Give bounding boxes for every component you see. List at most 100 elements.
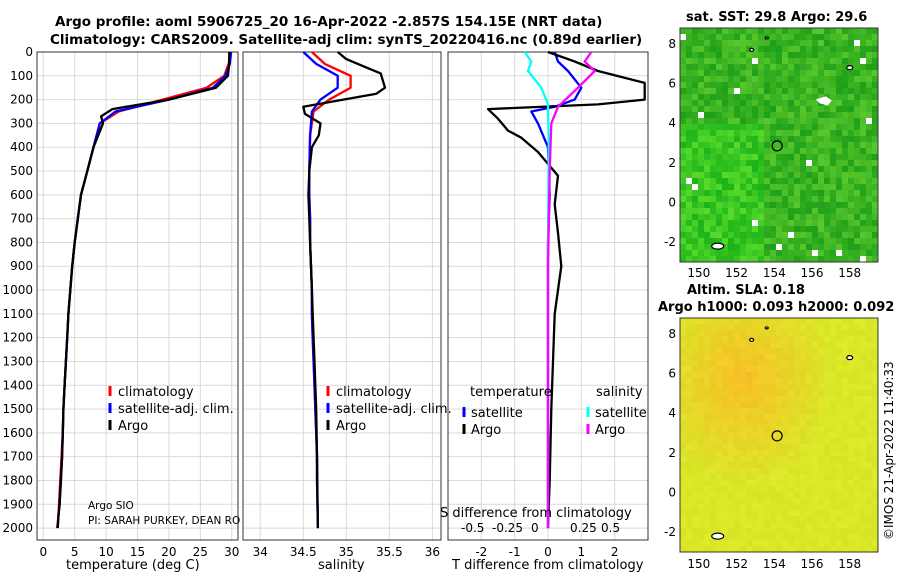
sst-map-lat-tick-label: 2 [668, 156, 676, 170]
depth-tick-label: 1100 [2, 307, 33, 321]
sla-map-lat-tick-label: 2 [668, 446, 676, 460]
salinity-tick-label: 36 [425, 545, 440, 559]
salinity-tick-label: 34 [253, 545, 268, 559]
salinity-tick-label: 35.5 [376, 545, 403, 559]
salinity-legend-label: climatology [336, 385, 412, 400]
sla-map-lat-tick-label: 8 [668, 327, 676, 341]
sst-map-lat-tick-label: 0 [668, 196, 676, 210]
depth-tick-label: 1700 [2, 450, 33, 464]
sst-map-island [846, 65, 854, 71]
sst-map-lat-tick-label: 4 [668, 116, 676, 130]
difference-series-temperature-argo [486, 50, 646, 529]
salinity-plot-frame [242, 51, 442, 541]
depth-tick-label: 400 [10, 140, 33, 154]
sla-map-argo-marker [771, 430, 783, 442]
depth-tick-label: 1500 [2, 402, 33, 416]
salinity-axis-label: salinity [318, 558, 365, 573]
difference-tick-label: 1 [578, 545, 586, 559]
sst-map-title: sat. SST: 29.8 Argo: 29.6 [686, 10, 868, 25]
sst-map-island [764, 36, 769, 40]
difference-tick-label: 0 [544, 545, 552, 559]
salinity-tick-label: 34.5 [290, 545, 317, 559]
sla-map-lat-tick-label: 4 [668, 406, 676, 420]
depth-tick-label: 1200 [2, 331, 33, 345]
sst-map-lon-tick-label: 152 [725, 266, 748, 280]
temperature-tick-label: 20 [161, 545, 176, 559]
depth-tick-label: 200 [10, 93, 33, 107]
temperature-legend-label: Argo [118, 419, 148, 434]
temperature-tick-label: 0 [39, 545, 47, 559]
salinity-tick-label: 35 [339, 545, 354, 559]
figure-title-line-1: Argo profile: aoml 5906725_20 16-Apr-202… [55, 14, 603, 30]
imos-timestamp: ©IMOS 21-Apr-2022 11:40:33 [882, 361, 896, 540]
difference-legend-group-title: temperature [470, 385, 552, 400]
sla-map-cells [680, 318, 878, 552]
sla-map-lon-tick-label: 154 [763, 557, 786, 571]
salinity-difference-tick-label: 0.25 [570, 521, 597, 535]
sla-map-island [846, 355, 854, 361]
sst-map-lon-tick-label: 158 [838, 266, 861, 280]
sla-map-title: Altim. SLA: 0.18 [687, 283, 805, 298]
sla-map-island [764, 326, 769, 330]
temperature-tick-label: 5 [71, 545, 79, 559]
depth-tick-label: 1800 [2, 473, 33, 487]
depth-tick-label: 600 [10, 188, 33, 202]
sla-map-subtitle: Argo h1000: 0.093 h2000: 0.092 [658, 300, 895, 315]
depth-tick-label: 1400 [2, 378, 33, 392]
figure-title-line-2: Climatology: CARS2009. Satellite-adj cli… [50, 32, 643, 48]
depth-tick-label: 0 [25, 45, 33, 59]
sla-map-island [749, 337, 755, 342]
depth-tick-label: 700 [10, 212, 33, 226]
salinity-difference-tick-label: -0.25 [492, 521, 523, 535]
difference-tick-label: 2 [611, 545, 619, 559]
salinity-series-argo [302, 51, 387, 529]
difference-legend-label: satellite [595, 406, 647, 421]
sla-map-frame [679, 317, 879, 553]
difference-series-salinity-argo [546, 51, 596, 529]
sla-map-lon-tick-label: 158 [838, 557, 861, 571]
temperature-axis-label: temperature (deg C) [66, 558, 200, 573]
sst-map-lon-tick-label: 150 [687, 266, 710, 280]
salinity-legend-label: Argo [336, 419, 366, 434]
temperature-tick-label: 25 [193, 545, 208, 559]
sst-map-lat-tick-label: 6 [668, 77, 676, 91]
temperature-tick-label: 15 [130, 545, 145, 559]
depth-tick-label: 1600 [2, 426, 33, 440]
difference-tick-label: -2 [475, 545, 487, 559]
depth-tick-label: 500 [10, 164, 33, 178]
sst-map-lat-tick-label: 8 [668, 37, 676, 51]
depth-tick-label: 900 [10, 259, 33, 273]
salinity-difference-tick-label: -0.5 [461, 521, 484, 535]
depth-tick-label: 100 [10, 69, 33, 83]
sst-map-island [711, 242, 725, 250]
sst-map-island [749, 47, 755, 52]
salinity-difference-axis-label: S difference from climatology [440, 506, 632, 521]
temperature-series-argo [56, 52, 231, 529]
sla-map-island [711, 532, 725, 540]
difference-legend-group-title: salinity [596, 385, 643, 400]
depth-tick-label: 300 [10, 116, 33, 130]
sla-map-lon-tick-label: 152 [725, 557, 748, 571]
institution-credit: Argo SIO [88, 500, 134, 512]
sst-map-cells [680, 28, 878, 262]
depth-tick-label: 1300 [2, 354, 33, 368]
sla-map-lon-tick-label: 150 [687, 557, 710, 571]
salinity-difference-tick-label: 0.5 [601, 521, 620, 535]
depth-tick-label: 1900 [2, 497, 33, 511]
depth-tick-label: 800 [10, 235, 33, 249]
pi-credit: PI: SARAH PURKEY, DEAN RO [88, 515, 241, 527]
difference-legend-label: Argo [471, 423, 501, 438]
sla-map-lat-tick-label: 0 [668, 486, 676, 500]
sst-map-lon-tick-label: 154 [763, 266, 786, 280]
depth-tick-label: 2000 [2, 521, 33, 535]
sst-map-argo-marker [771, 140, 783, 152]
sla-map-lat-tick-label: -2 [664, 525, 676, 539]
difference-tick-label: -1 [509, 545, 521, 559]
salinity-plot-area [243, 52, 441, 540]
sst-map-lat-tick-label: -2 [664, 235, 676, 249]
sst-map-lon-tick-label: 156 [801, 266, 824, 280]
temperature-tick-label: 10 [98, 545, 113, 559]
difference-axis-label: T difference from climatology [452, 558, 644, 573]
temperature-tick-label: 30 [224, 545, 239, 559]
